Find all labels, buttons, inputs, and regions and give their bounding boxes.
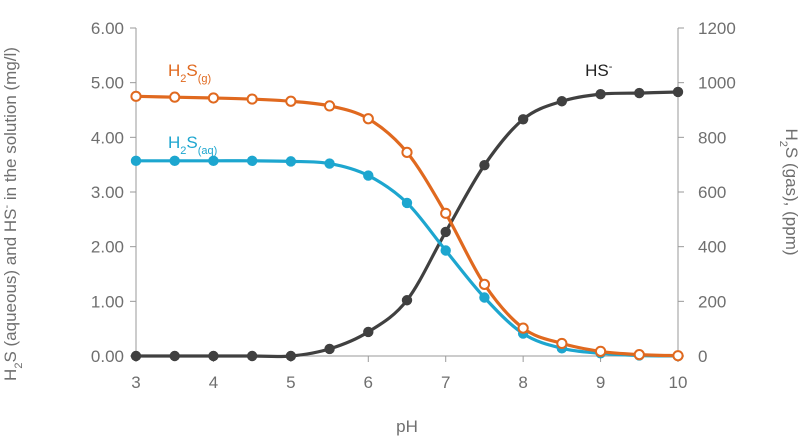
data-point-h2s_gas bbox=[285, 95, 297, 107]
data-point-h2s_gas bbox=[130, 90, 142, 102]
data-point-h2s_gas bbox=[556, 337, 568, 350]
y-right-tick-label: 800 bbox=[698, 128, 726, 147]
data-point-hs_minus bbox=[517, 114, 529, 125]
y-left-tick-label: 2.00 bbox=[91, 238, 124, 257]
data-point-hs_minus bbox=[634, 87, 645, 99]
data-point-hs_minus bbox=[324, 343, 335, 355]
y-left-axis-title: H2S (aqueous) and HS- in the solution (m… bbox=[1, 47, 25, 381]
y-left-tick-label: 4.00 bbox=[91, 128, 124, 147]
y-right-tick-label: 1000 bbox=[698, 74, 736, 93]
y-right-tick-label: 0 bbox=[698, 347, 707, 366]
data-point-h2s_gas bbox=[594, 345, 607, 357]
data-point-hs_minus bbox=[208, 350, 219, 362]
data-point-hs_minus bbox=[246, 350, 258, 362]
data-point-hs_minus bbox=[595, 88, 606, 100]
x-tick-label: 9 bbox=[596, 373, 605, 392]
x-tick-label: 10 bbox=[669, 373, 688, 392]
data-point-h2s_aq bbox=[401, 197, 413, 209]
data-point-h2s_gas bbox=[246, 93, 258, 105]
x-tick-label: 6 bbox=[364, 373, 373, 392]
series-h2s_aq bbox=[130, 155, 684, 362]
data-point-hs_minus bbox=[556, 96, 568, 107]
data-point-h2s_aq bbox=[169, 155, 180, 167]
y-right-axis-title: H2S (gas), (ppm) bbox=[777, 128, 800, 255]
data-point-hs_minus bbox=[672, 86, 684, 98]
data-point-h2s_aq bbox=[440, 245, 451, 256]
y-left-tick-label: 0.00 bbox=[91, 347, 124, 366]
data-point-h2s_aq bbox=[479, 292, 490, 303]
data-point-h2s_aq bbox=[285, 156, 297, 167]
x-axis-title: pH bbox=[396, 417, 418, 436]
series-line-h2s_aq bbox=[136, 159, 679, 358]
data-point-hs_minus bbox=[130, 350, 142, 362]
series-h2s_gas bbox=[130, 90, 684, 362]
x-tick-label: 7 bbox=[441, 373, 450, 392]
series-label-h2s-gas: H2S(g) bbox=[168, 61, 211, 85]
data-point-h2s_aq bbox=[246, 155, 258, 167]
data-point-h2s_aq bbox=[208, 155, 219, 167]
data-point-h2s_gas bbox=[633, 349, 645, 361]
y-left-tick-label: 5.00 bbox=[91, 74, 124, 93]
data-point-h2s_gas bbox=[169, 91, 181, 103]
y-left-tick-label: 6.00 bbox=[91, 19, 124, 38]
data-point-hs_minus bbox=[401, 295, 413, 306]
y-right-tick-label: 200 bbox=[698, 292, 726, 311]
data-point-hs_minus bbox=[440, 226, 451, 238]
series-line-hs_minus bbox=[136, 90, 679, 359]
data-point-h2s_gas bbox=[323, 100, 336, 112]
x-tick-label: 4 bbox=[209, 373, 218, 392]
data-point-h2s_gas bbox=[672, 350, 684, 362]
data-point-hs_minus bbox=[479, 160, 490, 171]
series-line-h2s_gas bbox=[135, 94, 679, 358]
y-left-tick-label: 1.00 bbox=[91, 292, 124, 311]
series-hs_minus bbox=[130, 86, 684, 362]
x-tick-label: 8 bbox=[518, 373, 527, 392]
x-tick-label: 3 bbox=[131, 373, 140, 392]
series-label-hs-minus: HS- bbox=[585, 61, 613, 80]
series-label-h2s-aq: H2S(aq) bbox=[168, 133, 217, 157]
data-point-h2s_gas bbox=[478, 278, 491, 290]
data-point-h2s_gas bbox=[401, 146, 413, 158]
data-point-h2s_gas bbox=[207, 92, 220, 104]
tick-labels: 3 4 5 6 7 8 9 10 0.00 1.00 2.00 3.00 4.00 5.00 6.00 0 20… bbox=[91, 19, 736, 392]
data-point-h2s_aq bbox=[130, 155, 142, 167]
y-left-tick-label: 3.00 bbox=[91, 183, 124, 202]
data-point-h2s_gas bbox=[517, 322, 529, 334]
y-right-tick-label: 1200 bbox=[698, 19, 736, 38]
data-point-h2s_gas bbox=[440, 207, 452, 219]
data-point-hs_minus bbox=[169, 350, 180, 362]
series bbox=[130, 86, 684, 362]
data-point-h2s_aq bbox=[363, 170, 374, 181]
x-tick-label: 5 bbox=[286, 373, 295, 392]
data-point-h2s_aq bbox=[324, 158, 335, 169]
data-point-h2s_gas bbox=[362, 113, 374, 125]
y-right-tick-label: 400 bbox=[698, 238, 726, 257]
data-point-hs_minus bbox=[285, 350, 297, 362]
data-point-hs_minus bbox=[363, 326, 374, 338]
y-right-tick-label: 600 bbox=[698, 183, 726, 202]
